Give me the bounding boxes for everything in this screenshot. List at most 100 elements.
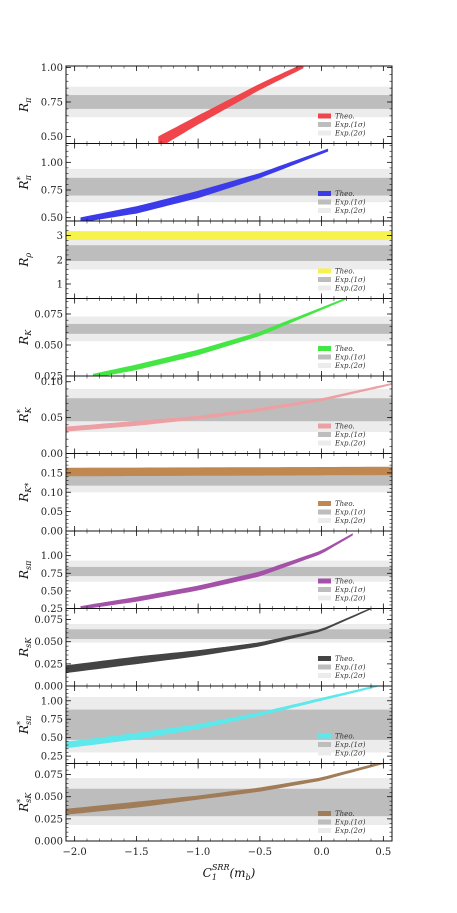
panel-plot-area xyxy=(66,382,392,432)
exp-1sigma-band xyxy=(66,474,392,486)
legend-theo-swatch xyxy=(318,346,331,351)
legend-exp1-swatch xyxy=(318,199,331,205)
y-tick-label: 0.15 xyxy=(41,468,63,479)
theory-band xyxy=(80,533,353,609)
x-tick-label: −0.5 xyxy=(248,847,272,858)
panel-plot-area xyxy=(66,533,392,609)
legend-exp2-swatch xyxy=(318,208,331,213)
y-tick-label: 3 xyxy=(57,231,63,242)
panel-3: 1 2 3 Rρ Theo.Exp.(1σ)Exp.(2σ) xyxy=(17,220,393,299)
theory-band xyxy=(80,148,329,221)
y-axis-label: Rπ xyxy=(17,97,33,113)
panel-frame xyxy=(65,763,393,842)
y-tick-label: 1.00 xyxy=(41,63,63,74)
panel-plot-area xyxy=(66,608,392,674)
y-axis-label: R*π xyxy=(16,174,33,190)
legend-exp1-label: Exp.(1σ) xyxy=(334,276,366,284)
legend-exp1-label: Exp.(1σ) xyxy=(334,664,366,672)
y-tick-label: 0.000 xyxy=(34,837,63,848)
legend-exp1-swatch xyxy=(318,742,331,747)
legend-exp1-swatch xyxy=(318,277,331,282)
y-tick-label: 0.50 xyxy=(41,213,63,224)
panel-7: 0.25 0.50 0.75 1.00 Rsπ Theo.Exp.(1σ)Exp.(2σ) xyxy=(17,530,393,615)
legend-exp1-label: Exp.(1σ) xyxy=(334,354,366,362)
legend-exp2-label: Exp.(2σ) xyxy=(334,595,366,603)
legend-exp2-swatch xyxy=(318,750,331,756)
y-tick-label: 0.50 xyxy=(41,733,63,744)
y-tick-label: 1.00 xyxy=(41,551,63,562)
legend-theo-label: Theo. xyxy=(335,578,355,586)
y-tick-label: 1 xyxy=(57,279,63,290)
legend-exp2-label: Exp.(2σ) xyxy=(334,672,366,680)
y-axis-label: R*sK xyxy=(16,792,33,813)
legend-exp2-swatch xyxy=(318,828,331,833)
y-axis-label: RK xyxy=(17,329,33,346)
legend-exp2-label: Exp.(2σ) xyxy=(334,440,366,448)
legend-theo-label: Theo. xyxy=(335,190,355,198)
legend-exp2-label: Exp.(2σ) xyxy=(334,130,366,138)
theory-band xyxy=(158,66,304,144)
x-tick-label: −1.5 xyxy=(124,847,148,858)
y-axis-label: R*K xyxy=(16,406,33,423)
legend-exp1-label: Exp.(1σ) xyxy=(334,121,366,129)
legend-exp2-swatch xyxy=(318,363,331,368)
x-tick-label: 0.0 xyxy=(314,847,330,858)
y-tick-label: 0.75 xyxy=(41,186,63,197)
y-tick-label: 0.05 xyxy=(41,507,63,518)
legend-exp1-label: Exp.(1σ) xyxy=(334,741,366,749)
legend-exp2-swatch xyxy=(318,285,331,291)
panels-group: 0.500.751.00RπTheo.Exp.(1σ)Exp.(2σ)0.500… xyxy=(16,63,393,858)
y-tick-label: 2 xyxy=(57,255,63,266)
y-tick-label: 0.75 xyxy=(41,569,63,580)
y-tick-label: 0.025 xyxy=(34,372,63,383)
y-tick-label: 0.00 xyxy=(41,527,63,538)
panel-plot-area xyxy=(66,231,392,270)
panel-plot-area xyxy=(66,763,392,826)
exp-1sigma-band xyxy=(66,398,392,422)
legend-exp1-label: Exp.(1σ) xyxy=(334,819,366,827)
legend-theo-swatch xyxy=(318,113,331,119)
y-tick-label: 0.05 xyxy=(41,413,63,424)
y-axis-label: Rsπ xyxy=(17,560,33,580)
legend-exp1-swatch xyxy=(318,432,331,437)
y-tick-label: 0.50 xyxy=(41,132,63,143)
theory-band xyxy=(66,763,386,815)
legend-theo-swatch xyxy=(318,578,331,584)
exp-1sigma-band xyxy=(66,709,392,740)
legend-exp2-label: Exp.(2σ) xyxy=(334,362,366,370)
legend-theo-label: Theo. xyxy=(335,423,355,431)
legend-theo-label: Theo. xyxy=(335,733,355,741)
legend-theo-swatch xyxy=(318,423,331,429)
legend-exp1-swatch xyxy=(318,509,331,515)
exp-1sigma-band xyxy=(66,323,392,334)
x-tick-label: −2.0 xyxy=(62,847,86,858)
y-axis-label: RsK xyxy=(17,637,33,658)
y-tick-label: 1.00 xyxy=(41,696,63,707)
legend-exp2-label: Exp.(2σ) xyxy=(334,517,366,525)
theory-band xyxy=(66,466,392,477)
legend-theo-label: Theo. xyxy=(335,655,355,663)
legend-exp2-label: Exp.(2σ) xyxy=(334,750,366,758)
legend-exp1-label: Exp.(1σ) xyxy=(334,509,366,517)
y-tick-label: 0.050 xyxy=(34,341,63,352)
theory-band xyxy=(66,382,392,432)
legend-theo-swatch xyxy=(318,191,331,196)
panel-plot-area xyxy=(66,66,392,144)
y-tick-label: 0.25 xyxy=(41,604,63,615)
theory-band xyxy=(66,231,392,240)
exp-1sigma-band xyxy=(66,245,392,261)
y-tick-label: 0.75 xyxy=(41,97,63,108)
legend-exp1-swatch xyxy=(318,354,331,360)
legend-theo-swatch xyxy=(318,733,331,739)
legend-theo-label: Theo. xyxy=(335,113,355,121)
legend-theo-swatch xyxy=(318,501,331,506)
legend-theo-swatch xyxy=(318,268,331,274)
y-tick-label: 0.75 xyxy=(41,715,63,726)
y-tick-label: 0.50 xyxy=(41,586,63,597)
legend-theo-label: Theo. xyxy=(335,810,355,818)
x-tick-label: −1.0 xyxy=(186,847,210,858)
